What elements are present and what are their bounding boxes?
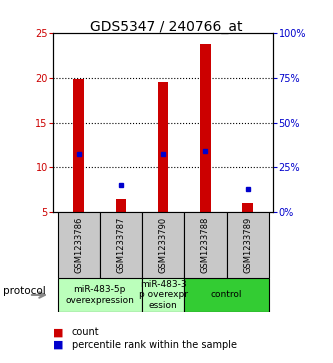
Text: protocol: protocol [3,286,46,296]
Text: ■: ■ [53,340,64,350]
Bar [184,212,226,278]
Bar [142,212,184,278]
Bar [184,278,269,312]
Text: GSM1233789: GSM1233789 [243,217,252,273]
Text: GDS5347 / 240766_at: GDS5347 / 240766_at [90,20,243,34]
Bar [58,278,142,312]
Bar [226,212,269,278]
Bar [200,44,211,212]
Text: count: count [72,327,99,337]
Bar [242,203,253,212]
Bar [142,278,184,312]
Text: miR-483-5p
overexpression: miR-483-5p overexpression [65,285,134,305]
Text: GSM1233788: GSM1233788 [201,217,210,273]
Text: ■: ■ [53,327,64,337]
Text: GSM1233787: GSM1233787 [117,217,126,273]
Bar [158,82,168,212]
Text: miR-483-3
p overexpr
ession: miR-483-3 p overexpr ession [139,280,188,310]
Bar [73,79,84,212]
Text: GSM1233786: GSM1233786 [74,217,83,273]
Text: GSM1233790: GSM1233790 [159,217,168,273]
Bar [58,212,100,278]
Bar [116,199,126,212]
Bar [100,212,142,278]
Text: control: control [211,290,242,299]
Text: percentile rank within the sample: percentile rank within the sample [72,340,236,350]
